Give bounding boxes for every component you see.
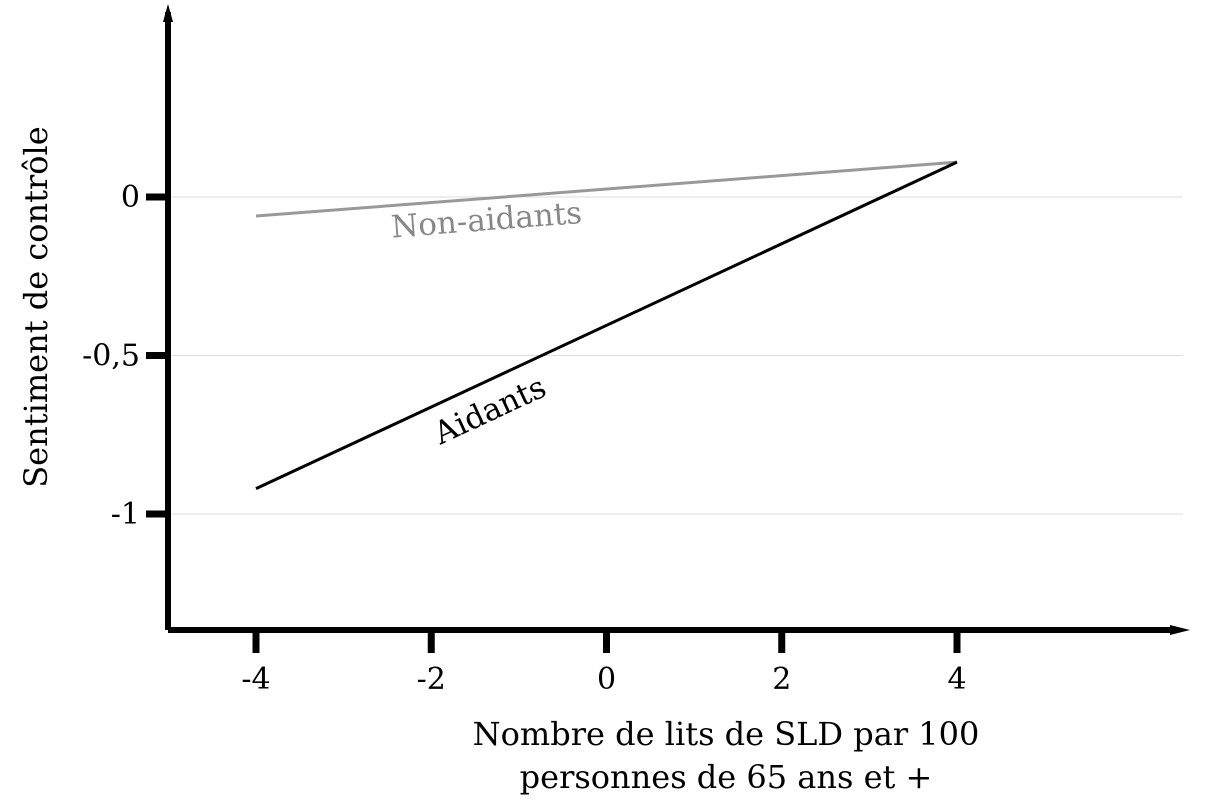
y-axis-arrow	[163, 4, 173, 22]
x-axis-title-line2: personnes de 65 ans et +	[520, 758, 933, 796]
series-label-1: Aidants	[428, 369, 552, 452]
axes	[163, 4, 1190, 635]
ticks: 0 -0,5 -1 -4 -2 0 2 4	[82, 180, 966, 697]
y-tick-label-1: -0,5	[82, 339, 140, 374]
x-axis-title-line1: Nombre de lits de SLD par 100	[473, 715, 980, 753]
x-axis-arrow	[1170, 625, 1190, 635]
x-tick-label-4: 4	[947, 662, 966, 697]
series-line-0	[255, 160, 958, 218]
y-tick-label-2: -1	[111, 497, 140, 532]
y-tick-label-0: 0	[121, 180, 140, 215]
x-tick-label-2: 0	[597, 662, 616, 697]
x-tick-label-1: -2	[417, 662, 446, 697]
x-tick-label-0: -4	[241, 662, 270, 697]
x-tick-label-3: 2	[772, 662, 791, 697]
grid	[168, 196, 1183, 515]
series-line-1	[255, 160, 958, 490]
y-axis-title: Sentiment de contrôle	[17, 126, 55, 487]
